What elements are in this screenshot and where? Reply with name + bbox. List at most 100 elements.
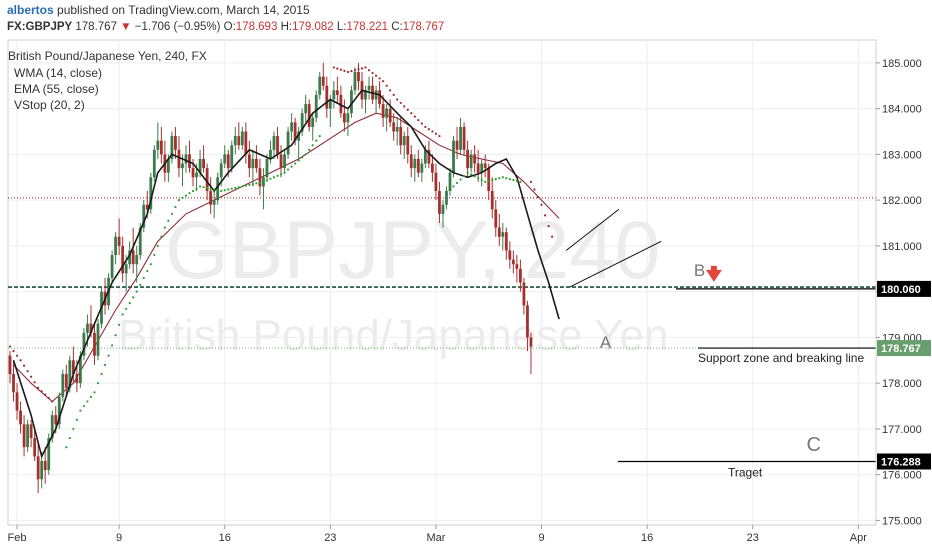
candle-body xyxy=(297,131,301,141)
candle xyxy=(135,245,139,283)
vstop-dot-up xyxy=(125,307,128,310)
vstop-dot-up xyxy=(167,219,170,222)
vstop-dot-down xyxy=(427,128,430,131)
vstop-dot-up xyxy=(100,372,103,376)
vstop-dot-down xyxy=(410,112,413,115)
vstop-dot-down xyxy=(19,359,22,362)
candle-body xyxy=(12,374,15,393)
candle xyxy=(283,149,286,173)
time-axis[interactable]: Feb 9 16 23 Mar 9 16 23 Apr xyxy=(8,524,876,547)
candle-body xyxy=(402,136,406,146)
candle-body xyxy=(255,158,258,169)
legend-wma[interactable]: WMA (14, close) xyxy=(14,66,102,80)
vstop-dot-down xyxy=(389,89,392,92)
price-tick-label: 183.000 xyxy=(882,149,922,161)
candle xyxy=(497,213,501,246)
candle-body xyxy=(202,158,205,169)
candle xyxy=(22,415,26,457)
vstop-dot-up xyxy=(466,171,469,174)
vstop-dot-up xyxy=(452,185,455,188)
vstop-dot-down xyxy=(343,69,346,72)
vstop-dot-up xyxy=(244,184,247,187)
vstop-dot-up xyxy=(505,177,508,180)
vstop-dot-up xyxy=(195,187,198,190)
vstop-dot-up xyxy=(121,313,124,316)
legend-vstop[interactable]: VStop (20, 2) xyxy=(14,98,85,112)
vstop-dot-down xyxy=(360,67,364,70)
legend-ema[interactable]: EMA (55, close) xyxy=(14,82,99,96)
candle xyxy=(36,442,40,493)
vstop-dot-down xyxy=(547,224,550,228)
candle xyxy=(332,81,336,109)
candle xyxy=(522,277,526,315)
candle xyxy=(244,122,248,164)
candle-body xyxy=(29,424,33,439)
candle-body xyxy=(494,209,498,228)
chart-background xyxy=(0,40,932,550)
candle xyxy=(374,85,378,114)
candle xyxy=(441,200,445,228)
candle-body xyxy=(399,126,403,146)
vstop-dot-down xyxy=(392,93,395,97)
vstop-dot-down xyxy=(529,180,533,183)
vstop-dot-up xyxy=(301,156,304,159)
candle xyxy=(476,149,480,182)
wma-layer xyxy=(12,89,560,459)
candle-body xyxy=(258,168,262,187)
vstop-dot-down xyxy=(540,203,543,206)
vstop-dot-up xyxy=(153,253,156,257)
candle xyxy=(469,149,473,173)
vstop-dot-up xyxy=(93,391,96,394)
candle-body xyxy=(247,154,251,169)
vstop-dot-up xyxy=(265,179,269,182)
candle-body xyxy=(128,250,132,265)
support-zone-text: Support zone and breaking line xyxy=(698,351,864,365)
vstop-dot-down xyxy=(371,71,374,75)
last-price: 178.767 xyxy=(75,21,117,33)
candle-body xyxy=(522,282,526,306)
time-tick-label: 23 xyxy=(747,532,759,544)
publish-info: published on TradingView.com, March 14, … xyxy=(57,3,310,17)
vstop-dot-down xyxy=(396,98,399,101)
candle xyxy=(184,145,188,173)
candle xyxy=(501,223,505,251)
vstop-dot-up xyxy=(251,183,254,186)
vstop-dot-up xyxy=(72,427,75,431)
candle-body xyxy=(374,90,378,100)
candle xyxy=(462,122,466,155)
candle-body xyxy=(64,374,68,388)
candle-body xyxy=(367,85,371,91)
candle-body xyxy=(438,190,441,214)
candle-body xyxy=(240,131,244,146)
candle-body xyxy=(350,90,353,114)
candle-body xyxy=(251,158,255,169)
candle-body xyxy=(409,154,413,169)
candle-body xyxy=(205,168,209,191)
vstop-dot-up xyxy=(135,290,138,293)
candle-body xyxy=(504,232,508,251)
candle-body xyxy=(237,136,241,146)
symbol-label: FX:GBPJPY xyxy=(7,21,73,33)
candle-body xyxy=(501,232,505,237)
candle xyxy=(318,72,322,100)
vstop-dot-up xyxy=(170,212,174,215)
candle-body xyxy=(223,154,227,164)
price-axis[interactable]: 185.000 184.000 183.000 182.000 181.000 180.0… xyxy=(875,40,932,527)
vstop-dot-up xyxy=(258,181,262,184)
price-tick-label: 178.000 xyxy=(882,378,922,390)
drawings xyxy=(565,208,722,288)
author-link[interactable]: albertos xyxy=(7,3,54,17)
vstop-dot-up xyxy=(118,323,121,326)
vstop-dot-up xyxy=(508,177,511,181)
candle-body xyxy=(191,168,195,178)
time-tick-label: Mar xyxy=(426,532,445,544)
vstop-dot-down xyxy=(385,84,388,87)
candle xyxy=(339,85,343,118)
candle-body xyxy=(519,268,522,283)
candle-body xyxy=(427,149,431,164)
candle-body xyxy=(47,438,51,471)
candle-body xyxy=(455,140,459,150)
candle-body xyxy=(22,424,26,448)
candle xyxy=(230,140,234,173)
